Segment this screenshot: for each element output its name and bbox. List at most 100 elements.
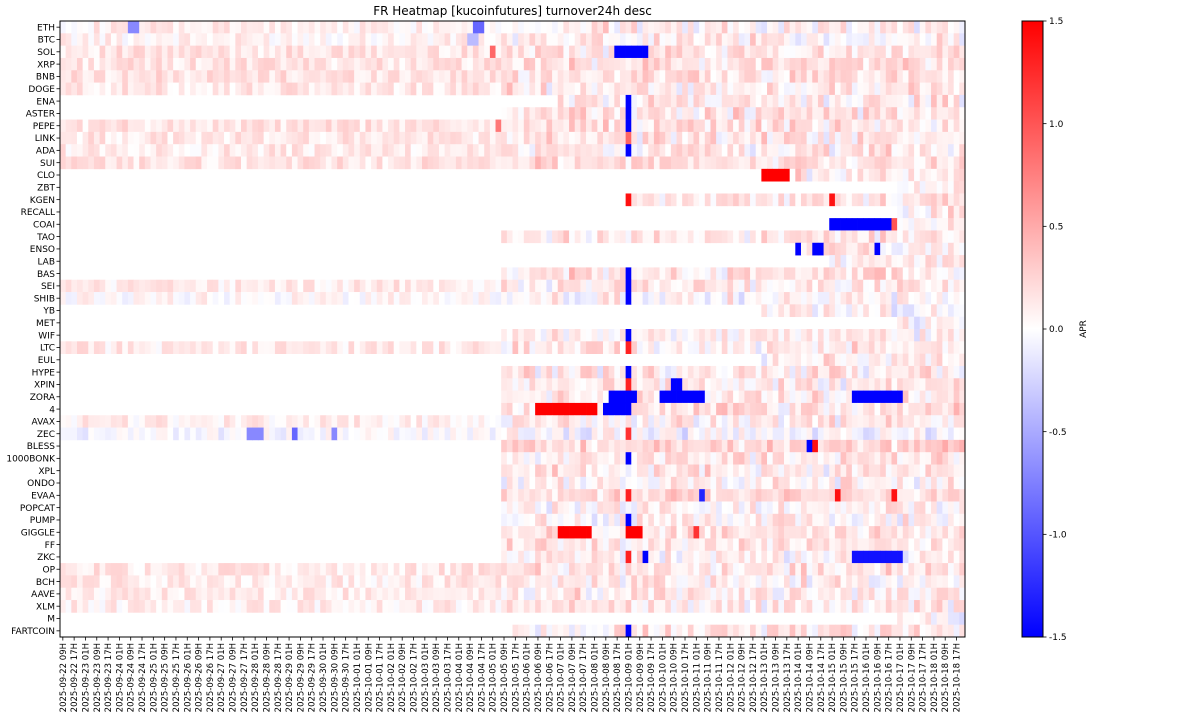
heatmap-cell — [880, 600, 887, 613]
heatmap-cell — [812, 513, 819, 527]
heatmap-cell — [512, 57, 519, 71]
heatmap-cell — [919, 279, 926, 293]
heatmap-cell — [936, 82, 943, 96]
heatmap-cell — [880, 402, 887, 416]
heatmap-cell — [252, 131, 259, 145]
heatmap-cell — [308, 427, 315, 441]
heatmap-cell — [580, 21, 587, 34]
heatmap-cell — [744, 329, 751, 342]
heatmap-cell — [144, 33, 151, 46]
heatmap-cell — [382, 600, 389, 613]
heatmap-cell — [891, 415, 898, 428]
heatmap-cell — [586, 365, 593, 379]
heatmap-cell — [603, 329, 610, 342]
heatmap-cell — [399, 82, 406, 96]
heatmap-cell — [563, 94, 570, 108]
heatmap-cell — [817, 464, 824, 478]
heatmap-cell — [636, 550, 643, 564]
heatmap-cell — [817, 489, 824, 502]
heatmap-cell — [518, 144, 525, 157]
heatmap-cell — [693, 526, 700, 539]
heatmap-cell — [405, 415, 412, 428]
heatmap-cell — [693, 94, 700, 108]
heatmap-cell — [139, 292, 146, 305]
heatmap-cell — [772, 353, 779, 367]
heatmap-cell — [840, 21, 847, 34]
heatmap-cell — [704, 378, 711, 391]
heatmap-cell — [489, 575, 496, 589]
heatmap-cell — [812, 242, 819, 256]
heatmap-cell — [874, 21, 881, 34]
heatmap-cell — [212, 33, 219, 46]
heatmap-cell — [948, 526, 955, 539]
heatmap-cell — [727, 489, 734, 502]
heatmap-cell — [721, 365, 728, 379]
heatmap-cell — [885, 427, 892, 441]
heatmap-cell — [942, 119, 949, 133]
heatmap-cell — [501, 119, 508, 133]
heatmap-cell — [122, 563, 129, 576]
heatmap-cell — [750, 70, 757, 83]
heatmap-cell — [823, 365, 830, 379]
heatmap-cell — [348, 415, 355, 428]
heatmap-cell — [325, 82, 332, 96]
heatmap-cell — [139, 575, 146, 589]
heatmap-cell — [846, 575, 853, 589]
heatmap-cell — [642, 156, 649, 170]
heatmap-cell — [586, 33, 593, 46]
heatmap-cell — [105, 131, 112, 145]
heatmap-cell — [682, 550, 689, 564]
heatmap-cell — [767, 489, 774, 502]
heatmap-cell — [235, 82, 242, 96]
heatmap-cell — [761, 279, 768, 293]
heatmap-cell — [750, 439, 757, 453]
heatmap-cell — [874, 415, 881, 428]
heatmap-cell — [914, 82, 921, 96]
heatmap-cell — [597, 464, 604, 478]
heatmap-cell — [325, 341, 332, 354]
heatmap-cell — [552, 21, 559, 34]
heatmap-cell — [682, 45, 689, 59]
heatmap-cell — [953, 193, 960, 207]
heatmap-cell — [897, 390, 904, 404]
heatmap-cell — [948, 181, 955, 194]
heatmap-cell — [868, 131, 875, 145]
heatmap-cell — [523, 230, 530, 244]
heatmap-cell — [133, 156, 140, 170]
heatmap-cell — [908, 70, 915, 83]
heatmap-cell — [812, 464, 819, 478]
heatmap-cell — [591, 415, 598, 428]
heatmap-cell — [382, 415, 389, 428]
heatmap-cell — [342, 279, 349, 293]
heatmap-cell — [591, 144, 598, 157]
heatmap-cell — [936, 353, 943, 367]
heatmap-cell — [755, 45, 762, 59]
heatmap-cell — [953, 402, 960, 416]
heatmap-cell — [710, 624, 717, 638]
heatmap-cell — [303, 563, 310, 576]
heatmap-cell — [948, 439, 955, 453]
heatmap-cell — [325, 575, 332, 589]
heatmap-cell — [246, 82, 253, 96]
heatmap-cell — [450, 415, 457, 428]
heatmap-cell — [365, 600, 372, 613]
heatmap-cell — [274, 292, 281, 305]
heatmap-cell — [608, 230, 615, 244]
heatmap-cell — [925, 304, 932, 318]
heatmap-cell — [382, 279, 389, 293]
heatmap-cell — [144, 587, 151, 601]
heatmap-cell — [761, 131, 768, 145]
heatmap-cell — [263, 575, 270, 589]
heatmap-cell — [863, 107, 870, 120]
heatmap-cell — [885, 600, 892, 613]
heatmap-cell — [286, 131, 293, 145]
heatmap-cell — [314, 415, 321, 428]
heatmap-cell — [959, 378, 966, 391]
heatmap-cell — [908, 600, 915, 613]
heatmap-cell — [812, 168, 819, 182]
heatmap-cell — [586, 119, 593, 133]
heatmap-cell — [586, 341, 593, 354]
heatmap-cell — [653, 513, 660, 527]
heatmap-cell — [540, 624, 547, 638]
heatmap-cell — [60, 33, 67, 46]
